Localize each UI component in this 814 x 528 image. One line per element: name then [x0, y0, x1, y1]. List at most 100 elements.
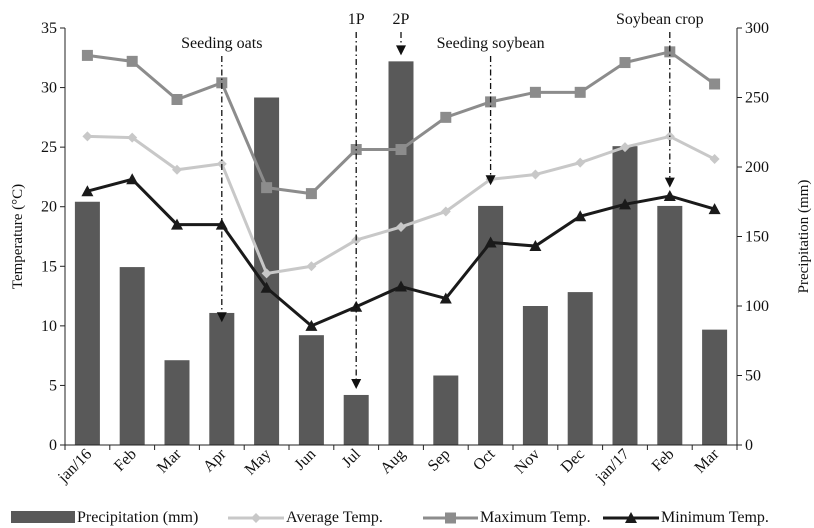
left-tick-label: 0	[49, 437, 57, 454]
series-point	[439, 292, 452, 304]
x-tick-label: May	[242, 446, 275, 479]
x-tick-label: Aug	[377, 446, 409, 478]
series-point	[619, 57, 631, 69]
right-tick-label: 300	[745, 20, 769, 37]
precip-bar	[164, 360, 190, 445]
precip-bar	[343, 394, 369, 445]
series-point	[529, 240, 542, 252]
x-tick-label: Mar	[154, 445, 185, 476]
legend-label: Minimum Temp.	[661, 509, 769, 526]
series-point	[440, 206, 451, 217]
annotation-arrowhead	[216, 312, 227, 323]
precip-bar	[433, 375, 459, 445]
precip-bar	[522, 306, 548, 445]
right-tick-label: 0	[745, 437, 753, 454]
annotation-arrowhead	[485, 175, 496, 186]
series-point	[396, 221, 406, 232]
series-point	[81, 185, 94, 197]
series-point	[664, 46, 676, 58]
annotation-label: 2P	[393, 11, 410, 28]
y-axis-title: Temperature (°C)	[10, 184, 26, 289]
series-point	[215, 218, 228, 230]
series-point	[484, 236, 497, 248]
left-tick-label: 25	[41, 139, 57, 156]
x-tick-label: Oct	[470, 445, 499, 474]
x-tick-label: Apr	[200, 445, 230, 475]
x-tick-label: jan/17	[592, 446, 633, 487]
annotation-arrowhead	[351, 379, 362, 390]
precip-bar	[702, 329, 728, 445]
series-point	[261, 182, 273, 194]
precip-bar	[298, 335, 324, 445]
x-tick-label: Mar	[692, 445, 723, 476]
series-point	[709, 154, 720, 165]
legend-label: Average Temp.	[286, 509, 383, 526]
x-tick-label: Dec	[558, 446, 588, 476]
series-point	[574, 210, 587, 222]
series-point	[216, 158, 227, 169]
series-point	[305, 188, 317, 200]
x-tick-label: jan/16	[54, 446, 95, 487]
series-point	[305, 319, 318, 331]
series-point	[529, 86, 541, 98]
annotation-label: Seeding soybean	[437, 35, 545, 52]
precip-bar	[209, 312, 235, 445]
precip-bar	[388, 61, 414, 446]
series-point	[663, 189, 676, 201]
legend-marker	[251, 513, 261, 523]
series-point	[395, 144, 407, 156]
series-point	[395, 280, 407, 292]
series-point	[81, 49, 93, 61]
annotation-label: 1P	[348, 11, 365, 28]
series-point	[127, 132, 138, 143]
x-tick-label: Nov	[512, 446, 544, 478]
annotation-arrowhead	[396, 45, 406, 56]
x-tick-label: Feb	[111, 446, 140, 475]
series-point	[709, 78, 721, 90]
annotation-label: Soybean crop	[616, 11, 704, 28]
series-point	[306, 261, 317, 272]
x-tick-label: Jul	[339, 445, 365, 471]
series-point	[171, 93, 183, 105]
precip-bar	[612, 146, 638, 445]
legend-marker	[445, 512, 456, 524]
legend-label: Maximum Temp.	[480, 509, 591, 526]
series-point	[575, 157, 586, 168]
series-point	[620, 142, 630, 153]
series-point	[126, 173, 139, 185]
precip-bar	[119, 267, 145, 445]
series-point	[619, 198, 631, 210]
series-point	[574, 86, 586, 98]
series-point	[171, 218, 183, 230]
left-tick-label: 5	[49, 377, 57, 394]
precipitation-bars	[74, 61, 728, 446]
series-point	[82, 131, 93, 142]
series-point	[530, 169, 541, 180]
left-tick-label: 10	[41, 318, 57, 335]
x-tick-label: Sep	[425, 446, 454, 475]
right-tick-label: 50	[745, 368, 761, 385]
series-point	[126, 55, 138, 67]
series-point	[708, 203, 721, 215]
annotation-label: Seeding oats	[181, 35, 262, 52]
x-tick-label: Jun	[291, 446, 319, 474]
right-tick-label: 100	[745, 298, 769, 315]
precip-bar	[74, 201, 100, 445]
y2-axis-title: Precipitation (mm)	[796, 180, 812, 294]
series-point	[261, 268, 272, 279]
series-point	[440, 111, 452, 123]
annotation-arrowhead	[664, 177, 675, 188]
series-point	[172, 164, 182, 175]
right-tick-label: 150	[745, 229, 769, 246]
left-tick-label: 20	[41, 199, 57, 216]
series-point	[260, 281, 273, 293]
right-tick-label: 250	[745, 90, 769, 107]
left-tick-label: 35	[41, 20, 57, 37]
legend: Precipitation (mm) Average Temp. Maximum T…	[11, 509, 769, 526]
x-tick-label: Feb	[649, 446, 678, 475]
series-point	[216, 77, 228, 89]
legend-marker	[625, 512, 637, 523]
left-tick-label: 15	[41, 258, 57, 275]
precip-bar	[567, 292, 593, 445]
